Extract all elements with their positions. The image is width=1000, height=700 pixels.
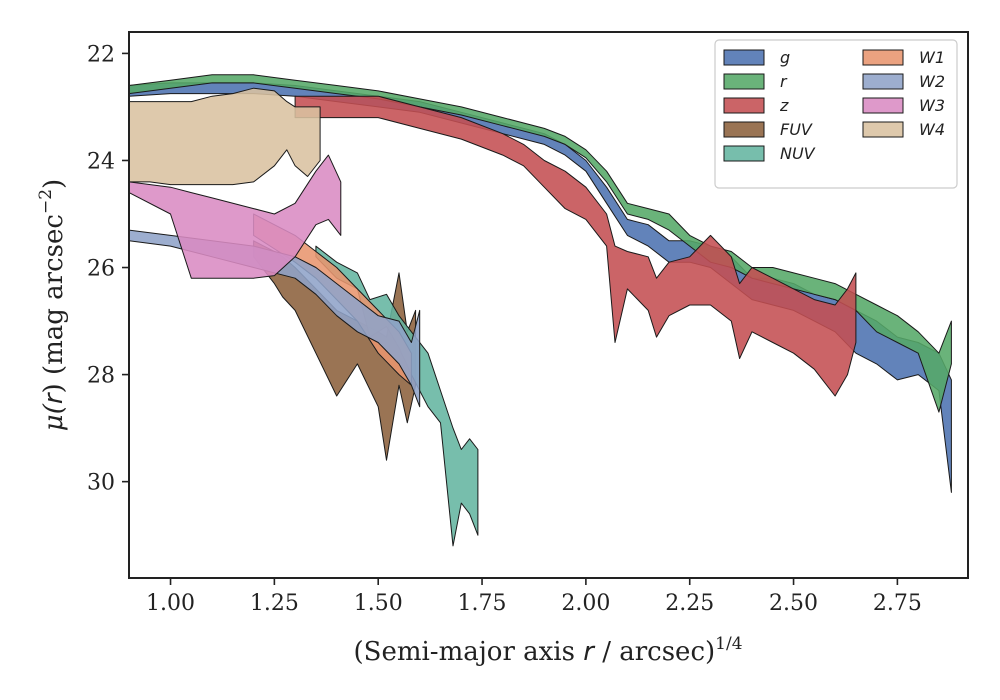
legend-label: g <box>780 48 790 67</box>
x-tick-label: 1.75 <box>458 591 507 616</box>
legend-swatch <box>723 145 765 162</box>
legend-item-g: g <box>723 48 790 67</box>
x-tick-label: 2.75 <box>873 591 922 616</box>
profile-bands <box>129 74 952 547</box>
legend-label: FUV <box>780 120 813 139</box>
legend-label: W3 <box>919 96 945 115</box>
legend-label: r <box>780 72 788 91</box>
x-axis-label: (Semi-major axis r / arcsec)1/4 <box>353 634 742 667</box>
legend-swatch <box>723 73 765 90</box>
y-axis-label: μ(r) (mag arcsec−2) <box>36 179 69 431</box>
band-w3 <box>129 154 342 279</box>
legend-swatch <box>723 49 765 66</box>
legend-label: W4 <box>919 120 945 139</box>
legend-item-w4: W4 <box>862 120 945 139</box>
legend-label: W2 <box>919 72 945 91</box>
legend-label: NUV <box>780 144 816 163</box>
x-tick-label: 2.00 <box>561 591 610 616</box>
legend-label: z <box>779 96 789 115</box>
band-w4 <box>129 87 321 186</box>
legend-item-w3: W3 <box>862 96 945 115</box>
x-tick-label: 1.00 <box>146 591 195 616</box>
legend-item-z: z <box>723 96 789 115</box>
y-tick-label: 22 <box>87 42 115 67</box>
x-tick-label: 1.50 <box>354 591 403 616</box>
legend-swatch <box>723 121 765 138</box>
legend-item-fuv: FUV <box>723 120 813 139</box>
y-tick-label: 24 <box>87 149 115 174</box>
x-axis-ticks: 1.00 1.25 1.50 1.75 2.00 2.25 2.50 2.75 <box>146 578 922 616</box>
legend-label: W1 <box>919 48 945 67</box>
y-tick-label: 26 <box>87 257 115 282</box>
legend-item-r: r <box>723 72 788 91</box>
legend-swatch <box>723 97 765 114</box>
y-axis-ticks: 22 24 26 28 30 <box>87 42 129 496</box>
band-z <box>294 95 857 397</box>
legend-item-w2: W2 <box>862 72 945 91</box>
x-tick-label: 2.50 <box>769 591 818 616</box>
legend-swatch <box>862 97 904 114</box>
legend-swatch <box>862 73 904 90</box>
y-tick-label: 28 <box>87 364 115 389</box>
x-tick-label: 2.25 <box>665 591 714 616</box>
legend-item-nuv: NUV <box>723 144 816 163</box>
band-r <box>129 74 952 413</box>
legend: grz FUV NUV W1 W2 W3 W4 <box>714 39 958 189</box>
plot-frame <box>128 31 969 579</box>
legend-item-w1: W1 <box>862 48 945 67</box>
legend-swatch <box>862 49 904 66</box>
legend-swatch <box>862 121 904 138</box>
x-tick-label: 1.25 <box>250 591 299 616</box>
y-tick-label: 30 <box>87 471 115 496</box>
